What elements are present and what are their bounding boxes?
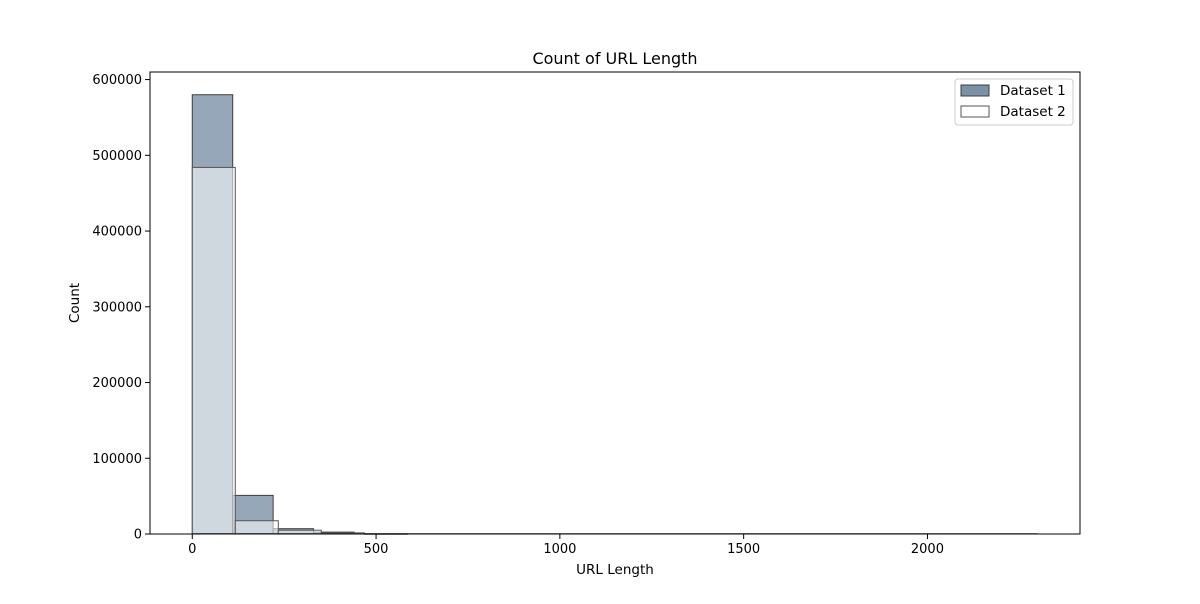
y-tick-label: 600000 [92, 73, 142, 88]
x-tick-label: 1000 [543, 542, 576, 557]
y-axis-label: Count [67, 283, 83, 323]
legend-swatch-dataset-1 [960, 84, 990, 97]
legend: Dataset 1 Dataset 2 [954, 78, 1074, 126]
legend-label-dataset-2: Dataset 2 [1000, 104, 1066, 120]
legend-swatch-dataset-2 [960, 105, 990, 118]
x-tick-label: 1500 [727, 542, 760, 557]
y-tick-label: 300000 [92, 300, 142, 315]
plot-frame [149, 71, 1081, 535]
histogram-bar-dataset-2 [191, 166, 236, 535]
y-tick-label: 400000 [92, 225, 142, 240]
chart-title: Count of URL Length [532, 49, 697, 68]
plot-area [191, 94, 1038, 535]
y-tick-label: 100000 [92, 452, 142, 467]
axis-ticks: 0 500 1000 1500 2000 0 100000 200000 300000 40000… [92, 73, 944, 557]
x-axis-label: URL Length [576, 562, 654, 578]
y-tick-label: 500000 [92, 149, 142, 164]
y-tick-label: 0 [134, 528, 142, 543]
histogram-bar-dataset-2 [234, 520, 279, 535]
x-tick-label: 0 [188, 542, 196, 557]
legend-label-dataset-1: Dataset 1 [1000, 83, 1066, 99]
y-tick-label: 200000 [92, 376, 142, 391]
x-tick-label: 500 [364, 542, 389, 557]
x-tick-label: 2000 [911, 542, 944, 557]
